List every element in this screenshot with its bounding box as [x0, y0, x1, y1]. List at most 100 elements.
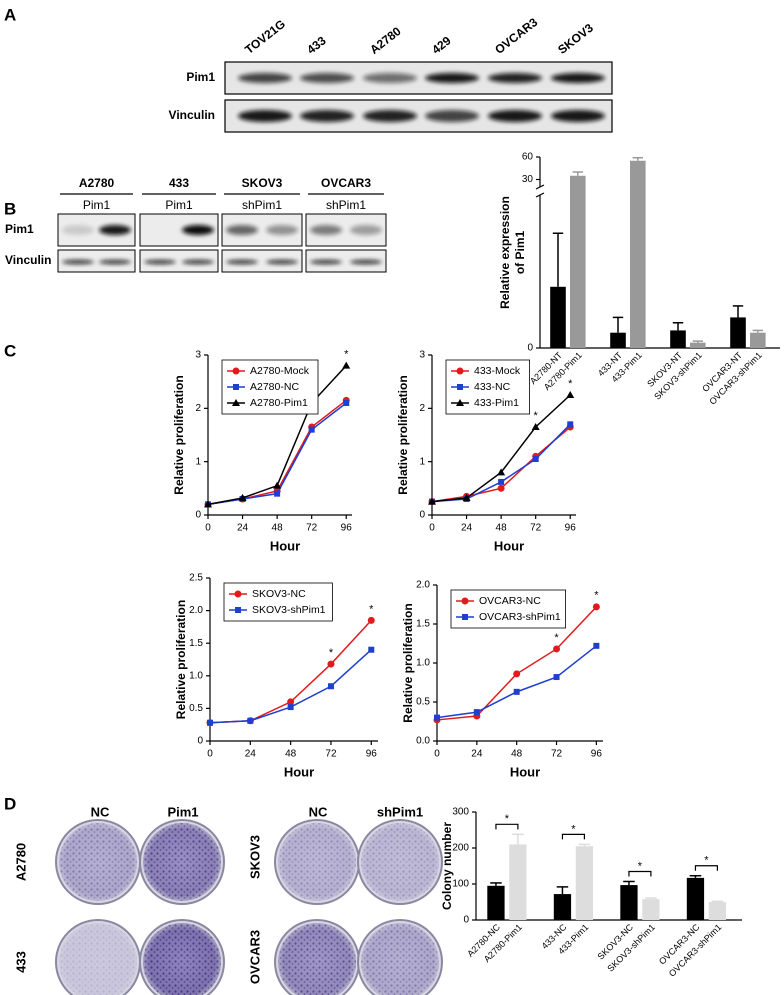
- significance-label: *: [329, 647, 334, 659]
- marker: [592, 603, 600, 611]
- legend-label: 433-NC: [474, 381, 511, 393]
- plate-tint: [143, 823, 221, 901]
- bar: [670, 330, 686, 348]
- significance-label: *: [568, 378, 573, 390]
- band: [238, 73, 292, 83]
- band: [266, 225, 298, 235]
- y-axis-label: of Pim1: [513, 231, 527, 275]
- band: [226, 260, 258, 264]
- x-tick-label: 24: [237, 523, 249, 534]
- significance-label: *: [704, 855, 709, 867]
- lane-label: TOV21G: [242, 17, 288, 57]
- significance-bracket: [561, 833, 585, 840]
- marker: [553, 645, 561, 653]
- marker: [238, 493, 247, 501]
- x-tick-label: 0: [207, 749, 213, 760]
- group-label: OVCAR3: [321, 176, 371, 190]
- axis-break: [535, 184, 545, 190]
- band: [551, 73, 605, 83]
- y-tick-label: 0: [195, 510, 201, 521]
- band: [310, 260, 342, 264]
- legend-box: [223, 582, 333, 622]
- legend-label: OVCAR3-NC: [479, 595, 541, 607]
- band: [182, 225, 214, 235]
- y-tick-label: 1: [195, 456, 201, 467]
- blot-box: [57, 249, 136, 273]
- bar: [630, 160, 646, 348]
- bar: [487, 885, 505, 920]
- significance-label: *: [638, 860, 643, 872]
- significance-label: *: [594, 590, 599, 602]
- band: [363, 73, 417, 83]
- x-tick-label: 96: [341, 523, 353, 534]
- row-label: OVCAR3: [247, 930, 262, 984]
- y-tick-label: 3: [195, 350, 201, 361]
- plate-tint: [143, 923, 221, 995]
- bar: [550, 286, 566, 348]
- marker: [531, 423, 540, 430]
- x-tick-label: 72: [325, 749, 337, 760]
- y-tick-label: 2.5: [189, 573, 203, 584]
- bar: [553, 894, 572, 920]
- plate-tint: [59, 923, 137, 995]
- series-line: [209, 649, 372, 724]
- band: [310, 225, 342, 235]
- band: [226, 225, 258, 235]
- bar: [575, 846, 594, 920]
- y-tick-label: 0: [197, 736, 203, 747]
- y-tick-label: 300: [452, 807, 469, 818]
- x-tick-label: 96: [366, 749, 378, 760]
- blot-box: [139, 249, 219, 273]
- y-tick-label: 0.5: [416, 697, 430, 708]
- x-tick-label: 96: [591, 749, 603, 760]
- treatment-label: Pim1: [165, 198, 193, 212]
- band: [425, 110, 479, 122]
- y-axis-label: Relative proliferation: [174, 600, 188, 719]
- group-label: SKOV3: [242, 176, 283, 190]
- marker: [513, 688, 520, 695]
- blot-box: [305, 249, 387, 273]
- legend-label: 433-Mock: [474, 365, 521, 377]
- marker: [456, 367, 464, 375]
- x-tick-label: 24: [245, 749, 257, 760]
- marker: [513, 670, 521, 678]
- marker: [567, 421, 574, 428]
- y-tick-label: 1.0: [416, 658, 430, 669]
- blot-row-label: Pim1: [186, 70, 215, 84]
- y-axis-label: Relative proliferation: [396, 375, 410, 494]
- treatment-label: Pim1: [83, 198, 111, 212]
- legend-label: SKOV3-NC: [252, 588, 306, 600]
- marker: [497, 484, 505, 492]
- significance-bracket: [628, 870, 652, 877]
- y-tick-label: 100: [452, 879, 469, 890]
- marker: [456, 399, 464, 406]
- significance-label: *: [505, 813, 510, 825]
- x-axis-label: Hour: [270, 538, 300, 553]
- y-tick-label: 0: [463, 915, 469, 926]
- group-label: A2780: [79, 176, 115, 190]
- legend-label: 433-Pim1: [474, 397, 519, 409]
- y-tick-label: 30: [522, 174, 534, 185]
- y-tick-label: 0.0: [416, 736, 430, 747]
- band: [238, 110, 292, 122]
- column-label: shPim1: [377, 804, 423, 819]
- lane-label: SKOV3: [555, 21, 596, 57]
- x-axis-label: Hour: [510, 764, 540, 779]
- marker: [342, 361, 351, 369]
- y-tick-label: 2.0: [189, 605, 203, 616]
- blot-row-label: Vinculin: [5, 253, 51, 267]
- blot-box: [221, 249, 303, 273]
- y-axis-label: Colony number: [440, 822, 454, 910]
- marker: [498, 478, 505, 485]
- marker: [308, 426, 315, 433]
- band: [144, 260, 176, 264]
- band: [266, 260, 298, 264]
- blot-row-label: Vinculin: [169, 108, 215, 122]
- row-label: 433: [13, 951, 28, 973]
- panel-label: D: [4, 794, 16, 813]
- marker: [204, 500, 212, 508]
- y-tick-label: 3: [419, 350, 425, 361]
- marker: [274, 490, 281, 497]
- x-tick-label: 0: [434, 749, 440, 760]
